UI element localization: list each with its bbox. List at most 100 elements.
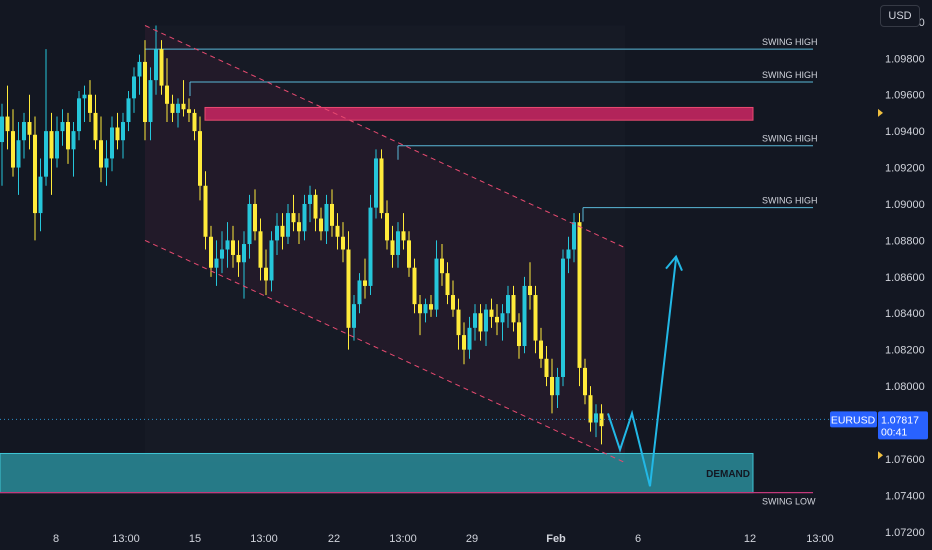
- candle-body: [280, 225, 285, 237]
- channel-lower-line: [144, 239, 626, 464]
- projection-arrowhead: [665, 254, 683, 272]
- price-tick-label: 1.08200: [885, 345, 925, 357]
- alert-marker: [878, 108, 883, 117]
- candle-body: [126, 98, 131, 123]
- candle-body: [390, 240, 395, 255]
- candle-body: [11, 131, 15, 168]
- price-tick-label: 1.08400: [885, 308, 925, 320]
- candle-body: [71, 131, 76, 150]
- candle-body: [385, 213, 389, 241]
- candle-body: [522, 285, 527, 347]
- time-tick-label: 13:00: [250, 533, 278, 545]
- price-tick-label: 1.08800: [885, 235, 925, 247]
- candle-body: [27, 122, 32, 135]
- candle-body: [572, 222, 576, 250]
- candle-body: [286, 213, 290, 237]
- candle-body: [473, 313, 477, 328]
- candle-body: [159, 49, 164, 86]
- candle-body: [104, 158, 109, 168]
- price-tick-label: 1.09600: [885, 90, 925, 102]
- candle-body: [583, 367, 587, 396]
- candle-body: [275, 225, 279, 241]
- candle-body: [176, 103, 180, 113]
- candle-body: [220, 249, 224, 259]
- candle-body: [22, 122, 26, 141]
- candle-body: [357, 280, 362, 305]
- candle-body: [434, 258, 439, 310]
- candle-body: [451, 295, 455, 310]
- candle-body: [66, 122, 70, 150]
- candle-body: [467, 327, 472, 350]
- candle-body: [324, 203, 329, 232]
- time-tick-label: 22: [328, 533, 340, 545]
- candle-body: [297, 222, 301, 232]
- price-tick-label: 1.09000: [885, 199, 925, 211]
- candle-body: [137, 61, 142, 77]
- price-tick-label: 1.08000: [885, 381, 925, 393]
- time-tick-label: 29: [466, 533, 478, 545]
- projection-layer: [607, 254, 683, 487]
- candle-body: [319, 218, 323, 232]
- candle-body: [335, 225, 340, 237]
- candle-body: [544, 358, 549, 377]
- channel-area: [145, 25, 625, 463]
- candle-body: [440, 258, 444, 274]
- candle-body: [379, 158, 384, 214]
- candle-body: [110, 127, 114, 159]
- swing-high-label: SWING HIGH: [762, 134, 818, 144]
- time-axis[interactable]: 8 13:00 15 13:00 22 13:00 29 Feb 6 12 13:00: [53, 533, 834, 545]
- symbol-tag-text: EURUSD: [831, 414, 876, 426]
- candle-body: [500, 313, 505, 323]
- candle-body: [456, 309, 461, 336]
- candle-body: [253, 203, 257, 232]
- candle-body: [594, 413, 598, 423]
- channel-fill: [145, 25, 625, 463]
- candle-body: [121, 122, 125, 141]
- candle-body: [165, 85, 169, 104]
- price-tick-label: 1.08600: [885, 272, 925, 284]
- swing-high-label: SWING HIGH: [762, 70, 818, 80]
- time-tick-label: 6: [635, 533, 641, 545]
- candle-body: [478, 313, 483, 332]
- candles-layer: [0, 25, 604, 445]
- projection-path: [607, 258, 677, 487]
- candle-body: [374, 158, 378, 208]
- price-axis[interactable]: 1.100001.098001.096001.094001.092001.090…: [878, 17, 925, 539]
- currency-selector[interactable]: USD: [880, 5, 920, 27]
- currency-label: USD: [888, 10, 912, 22]
- time-tick-label: Feb: [546, 533, 566, 545]
- candle-body: [484, 309, 488, 332]
- candle-body: [38, 176, 43, 214]
- candle-body: [181, 103, 186, 110]
- candle-body: [330, 203, 334, 226]
- time-tick-label: 8: [53, 533, 59, 545]
- candle-body: [192, 112, 197, 132]
- price-tick-label: 1.07200: [885, 527, 925, 539]
- candle-body: [550, 376, 554, 396]
- swing-high-label: SWING HIGH: [762, 37, 818, 47]
- candle-body: [489, 309, 494, 317]
- swing-low-label: SWING LOW: [762, 497, 816, 507]
- candle-body: [539, 340, 543, 359]
- countdown-text: 00:41: [881, 426, 907, 438]
- candle-body: [5, 116, 10, 132]
- candle-body: [99, 140, 103, 168]
- price-tick-label: 1.09800: [885, 53, 925, 65]
- channel-lines-layer: [144, 25, 626, 464]
- candle-body: [346, 249, 351, 328]
- candle-body: [528, 285, 532, 296]
- candle-body: [231, 240, 235, 255]
- candle-body: [115, 127, 120, 141]
- candle-body: [533, 295, 538, 341]
- candle-body: [418, 304, 422, 314]
- candle-body: [313, 194, 318, 219]
- demand-zone: [0, 452, 754, 494]
- candle-body: [247, 203, 252, 245]
- candle-body: [429, 304, 433, 310]
- price-tick-label: 1.09200: [885, 163, 925, 175]
- candle-body: [170, 103, 175, 113]
- candle-body: [401, 231, 406, 241]
- price-tick-label: 1.09400: [885, 126, 925, 138]
- candle-body: [16, 140, 21, 168]
